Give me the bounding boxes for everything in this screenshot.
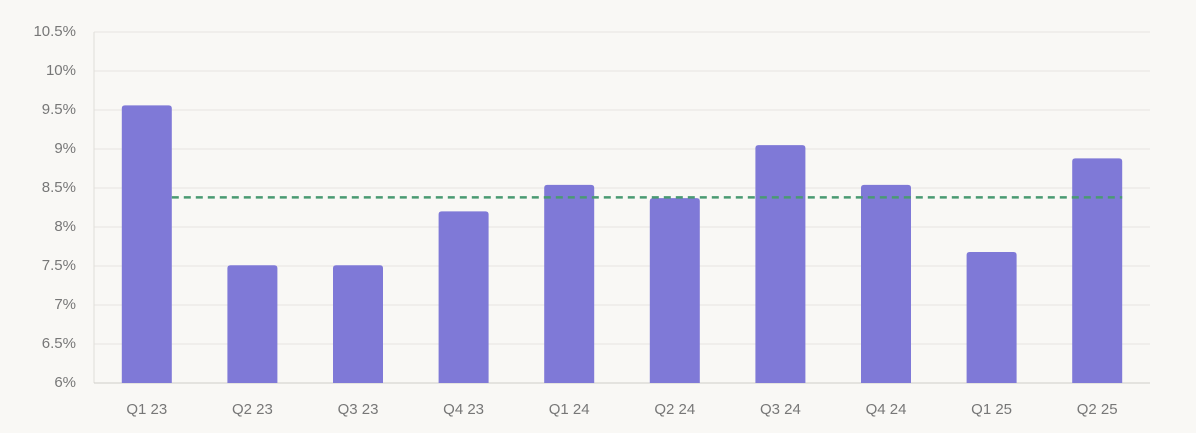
y-tick-label: 6.5%: [42, 335, 76, 352]
y-tick-label: 10%: [46, 62, 76, 79]
x-tick-label: Q4 24: [866, 401, 907, 418]
bar: [544, 184, 595, 383]
x-tick-label: Q3 23: [338, 401, 379, 418]
x-tick-label: Q2 24: [654, 401, 695, 418]
bar: [438, 211, 489, 383]
y-tick-label: 10.5%: [33, 23, 76, 40]
y-tick-label: 7%: [54, 296, 76, 313]
x-tick-label: Q1 24: [549, 401, 590, 418]
bar: [121, 105, 172, 383]
y-tick-label: 8%: [54, 218, 76, 235]
bar: [861, 184, 911, 383]
x-tick-label: Q4 23: [443, 401, 484, 418]
y-tick-label: 8.5%: [42, 179, 76, 196]
y-tick-label: 9%: [54, 140, 76, 157]
x-tick-label: Q1 23: [126, 401, 167, 418]
y-tick-label: 7.5%: [42, 257, 76, 274]
bar: [1072, 158, 1123, 383]
bar: [966, 251, 1017, 383]
bar: [333, 265, 383, 383]
bar: [649, 198, 700, 383]
x-tick-label: Q2 25: [1077, 401, 1118, 418]
x-tick-label: Q3 24: [760, 401, 801, 418]
x-tick-label: Q2 23: [232, 401, 273, 418]
y-tick-label: 9.5%: [42, 101, 76, 118]
bar: [227, 265, 278, 383]
x-tick-label: Q1 25: [971, 401, 1012, 418]
bar: [755, 145, 806, 383]
y-tick-label: 6%: [54, 374, 76, 391]
